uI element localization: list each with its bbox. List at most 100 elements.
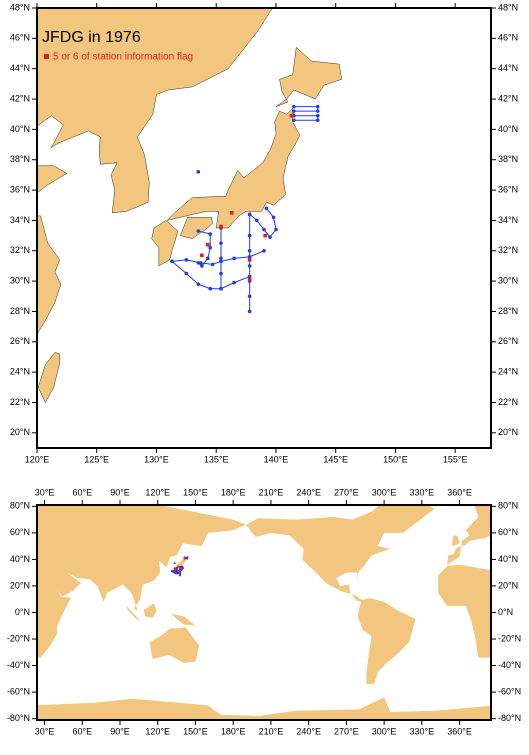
land [126, 605, 141, 621]
x-tick-label: 300°E [372, 726, 397, 736]
land [37, 352, 60, 403]
y-tick-label: 20°N [10, 580, 30, 590]
x-tick-label: 240°E [296, 487, 321, 497]
x-tick-label: 120°E [145, 726, 170, 736]
y-tick-label: 48°N [498, 2, 518, 12]
station [247, 248, 252, 253]
station [274, 227, 278, 232]
x-tick-label: 145°E [323, 454, 348, 464]
land [245, 505, 435, 602]
station [170, 259, 174, 264]
y-tick-label: 60°N [498, 527, 518, 537]
y-tick-label: 44°N [498, 63, 518, 73]
station [247, 294, 252, 299]
land [171, 613, 196, 626]
x-tick-label: 270°E [334, 726, 359, 736]
y-tick-label: 22°N [498, 397, 518, 407]
x-tick-label: 270°E [334, 487, 359, 497]
y-tick-label: 30°N [498, 275, 518, 285]
flagged-station [179, 569, 182, 572]
flagged-station [180, 567, 183, 570]
flagged-station [229, 211, 234, 215]
station [292, 104, 296, 109]
land [357, 597, 416, 685]
station [219, 286, 223, 291]
station [232, 280, 236, 285]
y-tick-label: 24°N [10, 367, 30, 377]
x-tick-label: 155°E [443, 454, 468, 464]
y-tick-label: 46°N [498, 33, 518, 43]
station [232, 256, 236, 261]
y-tick-label: 32°N [498, 245, 518, 255]
y-tick-label: 40°N [498, 124, 518, 134]
x-tick-label: 140°E [264, 454, 289, 464]
flagged-station [219, 224, 223, 229]
map-title: JFDG in 1976 [42, 29, 141, 46]
map-area [37, 8, 342, 403]
y-tick-label: -60°N [7, 687, 30, 697]
station [179, 574, 182, 577]
y-tick-label: -60°N [498, 687, 521, 697]
y-tick-label: 38°N [10, 154, 30, 164]
y-tick-label: -80°N [498, 713, 521, 723]
flagged-station [174, 569, 177, 572]
land [446, 505, 491, 565]
flagged-station [289, 113, 294, 118]
station [247, 309, 252, 314]
land [180, 217, 213, 239]
land [150, 627, 200, 663]
station [262, 227, 266, 232]
x-tick-label: 180°E [221, 487, 246, 497]
station [255, 218, 259, 223]
y-tick-label: 20°N [498, 580, 518, 590]
x-tick-label: 135°E [204, 454, 229, 464]
x-tick-label: 60°E [72, 487, 92, 497]
land [37, 165, 68, 194]
station [208, 232, 213, 236]
y-tick-label: 60°N [10, 527, 30, 537]
x-tick-label: 360°E [447, 726, 472, 736]
x-tick-label: 300°E [372, 487, 397, 497]
flagged-station [247, 258, 252, 262]
station [315, 104, 320, 109]
flagged-station [176, 566, 179, 569]
y-tick-label: 20°N [10, 427, 30, 437]
station [196, 261, 201, 265]
x-tick-label: 150°E [183, 487, 208, 497]
station [210, 262, 215, 267]
y-tick-label: 20°N [498, 427, 518, 437]
flagged-station [263, 233, 267, 238]
x-tick-label: 125°E [84, 454, 109, 464]
y-tick-label: 22°N [10, 397, 30, 407]
land [37, 697, 491, 720]
y-tick-label: 80°N [10, 501, 30, 511]
y-tick-label: 46°N [10, 33, 30, 43]
station [268, 235, 272, 239]
station [219, 241, 223, 245]
station-track [171, 250, 265, 265]
x-tick-label: 150°E [383, 454, 408, 464]
y-tick-label: 0°N [15, 607, 30, 617]
station [208, 286, 213, 291]
y-tick-label: 36°N [10, 184, 30, 194]
land [275, 47, 342, 107]
flagged-station [183, 557, 186, 560]
map-frame [36, 7, 492, 449]
flagged-station [200, 253, 204, 258]
land [37, 8, 273, 214]
station [219, 259, 223, 264]
x-tick-label: 330°E [410, 726, 435, 736]
x-tick-label: 120°E [145, 487, 170, 497]
y-tick-label: 34°N [10, 215, 30, 225]
y-tick-label: 26°N [10, 336, 30, 346]
station [271, 215, 276, 220]
x-tick-label: 130°E [144, 454, 169, 464]
x-tick-label: 150°E [183, 726, 208, 736]
flagged-station [247, 277, 252, 282]
station-track [293, 106, 319, 121]
land [452, 535, 460, 547]
y-tick-label: -40°N [498, 660, 521, 670]
y-tick-label: 40°N [498, 554, 518, 564]
x-tick-label: 30°E [35, 726, 55, 736]
